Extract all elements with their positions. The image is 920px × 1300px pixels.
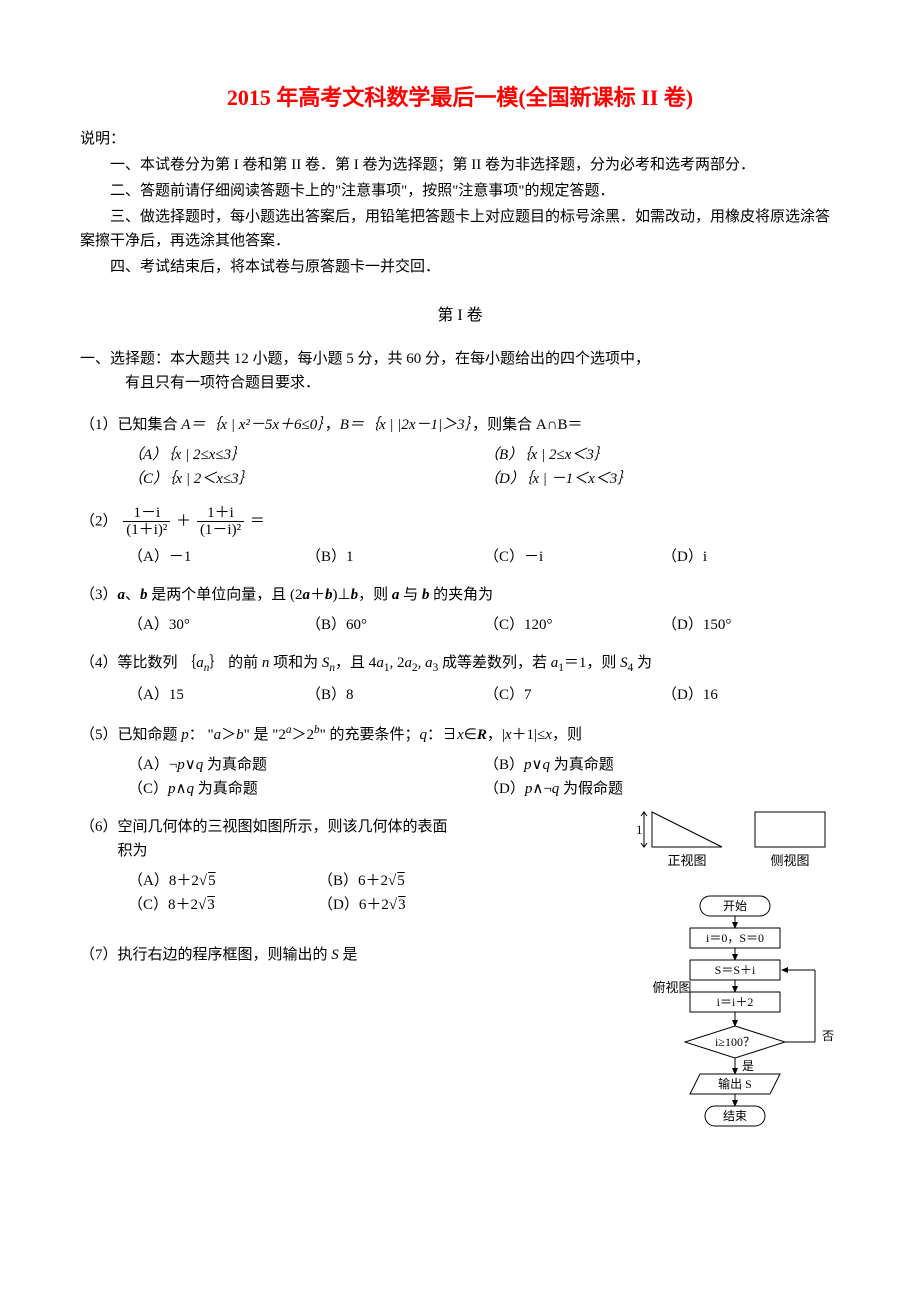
q2-den2: (1－i)² (197, 522, 244, 539)
fc-init: i＝0，S＝0 (706, 931, 764, 945)
intro-p4: 四、考试结束后，将本试卷与原答题卡一并交回． (80, 255, 840, 279)
q1-setB: B＝｛x | |2x－1|＞3｝ (340, 417, 472, 433)
q1-mid: ， (325, 417, 340, 433)
q1-stem: （1）已知集合 A＝｛x | x²－5x＋6≤0｝，B＝｛x | |2x－1|＞… (80, 413, 840, 437)
q1-optA: （A）｛x | 2≤x≤3｝ (128, 443, 484, 467)
view-dim-1: 1 (636, 822, 643, 837)
q2-optD: （D）i (662, 545, 840, 569)
q6-optB-rad: 5 (396, 873, 405, 889)
q6-optC: （C）8＋2√3 (128, 893, 318, 917)
part1-label: 第 I 卷 (80, 303, 840, 329)
section1-line1: 一、选择题：本大题共 12 小题，每小题 5 分，共 60 分，在每小题给出的四… (80, 347, 840, 371)
flowchart-svg: 开始 i＝0，S＝0 S＝S＋i 俯视图 i＝i＋2 i≥100？ 否 (630, 892, 840, 1142)
q2-optC: （C）－i (484, 545, 662, 569)
fc-end: 结束 (723, 1109, 747, 1123)
top-view-label: 俯视图 (652, 980, 691, 995)
q3-options: （A）30° （B）60° （C）120° （D）150° (128, 613, 840, 637)
q1-optB: （B）｛x | 2≤x＜3｝ (484, 443, 840, 467)
intro-label: 说明： (80, 127, 840, 151)
q5-options: （A）¬p∨q 为真命题 （B）p∨q 为真命题 （C）p∧q 为真命题 （D）… (128, 753, 840, 801)
fc-no: 否 (822, 1029, 834, 1043)
q6-optD: （D）6＋2√3 (318, 893, 508, 917)
q6-options: （A）8＋2√5 （B）6＋2√5 （C）8＋2√3 （D）6＋2√3 (128, 869, 508, 917)
q4-optC: （C）7 (484, 683, 662, 707)
q2-options: （A）－1 （B）1 （C）－i （D）i (128, 545, 840, 569)
q1-options: （A）｛x | 2≤x≤3｝ （B）｛x | 2≤x＜3｝ （C）｛x | 2＜… (128, 443, 840, 491)
q6-optC-pre: （C）8＋2 (128, 897, 198, 913)
q6-optB-pre: （B）6＋2 (318, 873, 388, 889)
q5-optB: （B）p∨q 为真命题 (484, 753, 840, 777)
q1-optC: （C）｛x | 2＜x≤3｝ (128, 467, 484, 491)
q6-optA: （A）8＋2√5 (128, 869, 318, 893)
section1-desc: 一、选择题：本大题共 12 小题，每小题 5 分，共 60 分，在每小题给出的四… (80, 347, 840, 395)
q4-stem: （4）等比数列 ｛an｝ 的前 n 项和为 Sn，且 4a1, 2a2, a3 … (80, 651, 840, 677)
q5-optA: （A）¬p∨q 为真命题 (128, 753, 484, 777)
q2-num2: 1＋i (197, 505, 244, 523)
page-title: 2015 年高考文科数学最后一模(全国新课标 II 卷) (80, 80, 840, 115)
q6-optB: （B）6＋2√5 (318, 869, 508, 893)
intro-p3: 三、做选择题时，每小题选出答案后，用铅笔把答题卡上对应题目的标号涂黑．如需改动，… (80, 205, 840, 253)
q4-options: （A）15 （B）8 （C）7 （D）16 (128, 683, 840, 707)
q3-optC: （C）120° (484, 613, 662, 637)
q6-optC-rad: 3 (206, 897, 215, 913)
q2-frac1: 1－i (1＋i)² (123, 505, 170, 539)
intro-p1: 一、本试卷分为第 I 卷和第 II 卷．第 I 卷为选择题；第 II 卷为非选择… (80, 153, 840, 177)
q2-plus: ＋ (176, 513, 191, 529)
q1-optD: （D）｛x | －1＜x＜3｝ (484, 467, 840, 491)
fc-out: 输出 S (718, 1076, 752, 1091)
q2-num1: 1－i (123, 505, 170, 523)
intro-block: 说明： 一、本试卷分为第 I 卷和第 II 卷．第 I 卷为选择题；第 II 卷… (80, 127, 840, 279)
q2-den1: (1＋i)² (123, 522, 170, 539)
q3-stem: （3）a、b 是两个单位向量，且 (2a＋b)⊥b，则 a 与 b 的夹角为 (80, 583, 840, 607)
q3-optD: （D）150° (662, 613, 840, 637)
question-2: （2） 1－i (1＋i)² ＋ 1＋i (1－i)² ＝ （A）－1 （B）1… (80, 505, 840, 569)
q6-optD-pre: （D）6＋2 (318, 897, 389, 913)
q3-optA: （A）30° (128, 613, 306, 637)
q2-optB: （B）1 (306, 545, 484, 569)
right-figure-block: 1 正视图 侧视图 开始 i＝0，S＝0 S＝S＋i 俯视图 (630, 807, 840, 1142)
q5-stem: （5）已知命题 p： "a＞b" 是 "2a＞2b" 的充要条件；q：∃x∈R，… (80, 721, 840, 747)
q6-stem1: （6）空间几何体的三视图如图所示，则该几何体的表面 (80, 819, 448, 835)
question-4: （4）等比数列 ｛an｝ 的前 n 项和为 Sn，且 4a1, 2a2, a3 … (80, 651, 840, 707)
side-view-label: 侧视图 (770, 853, 809, 868)
q1-suffix: ，则集合 A∩B＝ (472, 417, 582, 433)
q5-optD: （D）p∧¬q 为假命题 (484, 777, 840, 801)
fc-assignI: i＝i＋2 (717, 995, 754, 1009)
fc-cond: i≥100？ (715, 1035, 755, 1049)
q6-optA-pre: （A）8＋2 (128, 873, 199, 889)
fc-assignS: S＝S＋i (715, 963, 756, 977)
intro-p2: 二、答题前请仔细阅读答题卡上的"注意事项"，按照"注意事项"的规定答题． (80, 179, 840, 203)
q2-eq: ＝ (250, 513, 265, 529)
fc-yes: 是 (742, 1059, 754, 1073)
section1-line2: 有且只有一项符合题目要求． (80, 371, 840, 395)
q2-label: （2） (80, 513, 118, 529)
q5-optC: （C）p∧q 为真命题 (128, 777, 484, 801)
question-3: （3）a、b 是两个单位向量，且 (2a＋b)⊥b，则 a 与 b 的夹角为 （… (80, 583, 840, 637)
front-view-label: 正视图 (667, 853, 706, 868)
q4-optA: （A）15 (128, 683, 306, 707)
q1-setA: A＝｛x | x²－5x＋6≤0｝ (181, 417, 325, 433)
three-views-svg: 1 正视图 侧视图 (630, 807, 840, 892)
q2-optA: （A）－1 (128, 545, 306, 569)
question-5: （5）已知命题 p： "a＞b" 是 "2a＞2b" 的充要条件；q：∃x∈R，… (80, 721, 840, 801)
q1-prefix: （1）已知集合 (80, 417, 181, 433)
q4-optB: （B）8 (306, 683, 484, 707)
q6-optD-rad: 3 (397, 897, 406, 913)
q4-optD: （D）16 (662, 683, 840, 707)
q3-optB: （B）60° (306, 613, 484, 637)
q2-frac2: 1＋i (1－i)² (197, 505, 244, 539)
q6-stem2: 积为 (80, 843, 148, 859)
q6-optA-rad: 5 (207, 873, 216, 889)
q2-stem: （2） 1－i (1＋i)² ＋ 1＋i (1－i)² ＝ (80, 505, 840, 539)
fc-start: 开始 (723, 899, 747, 913)
question-1: （1）已知集合 A＝｛x | x²－5x＋6≤0｝，B＝｛x | |2x－1|＞… (80, 413, 840, 491)
